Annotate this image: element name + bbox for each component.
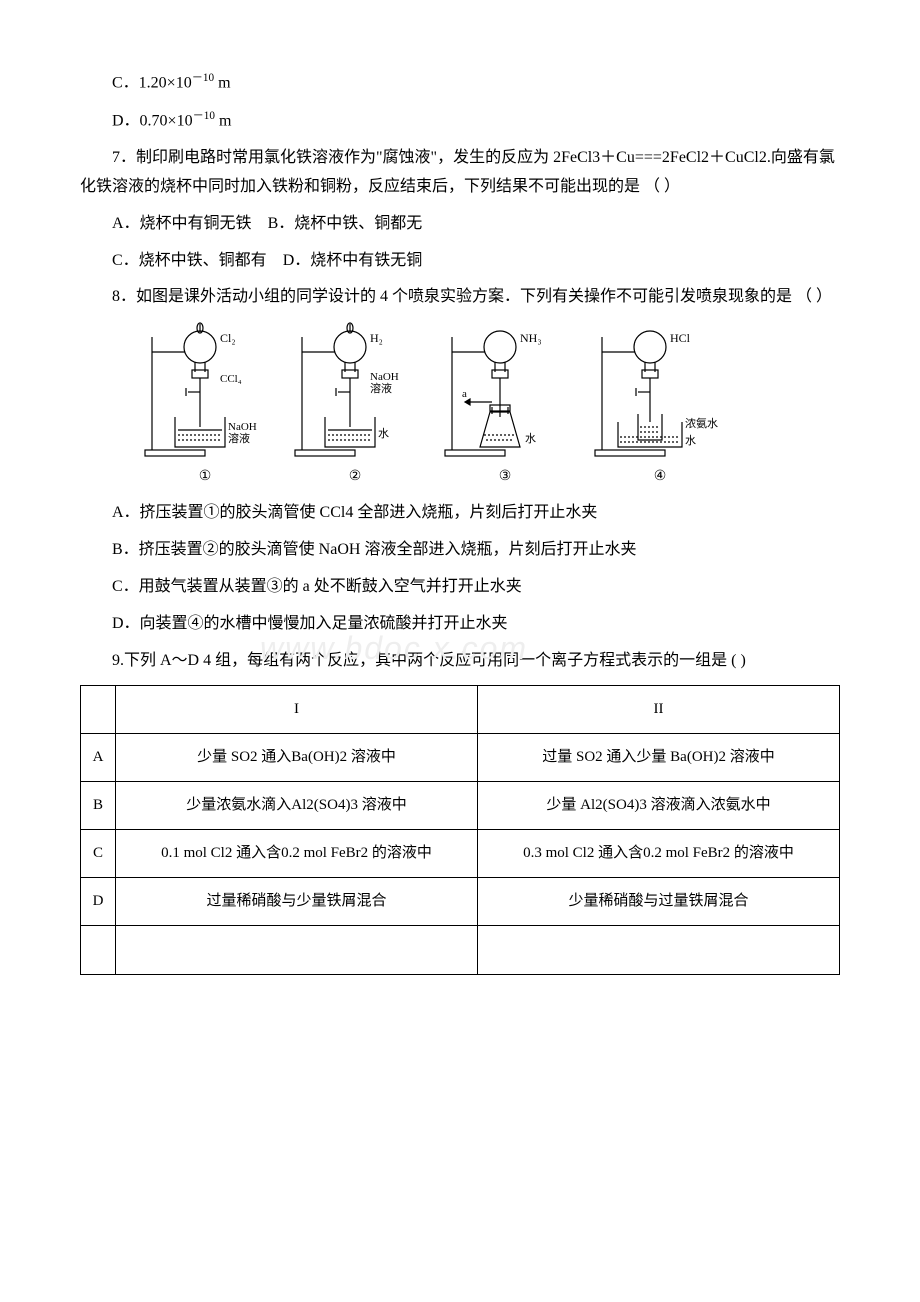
- q9-stem: 9.下列 A～D 4 组，每组有两个反应，其中两个反应可用同一个离子方程式表示的…: [80, 647, 840, 676]
- header-i: I: [116, 686, 478, 734]
- basin-label-1a: NaOH: [228, 421, 257, 433]
- table-row: B 少量浓氨水滴入Al2(SO4)3 溶液中 少量 Al2(SO4)3 溶液滴入…: [81, 782, 840, 830]
- q8-option-d: D．向装置④的水槽中慢慢加入足量浓硫酸并打开止水夹: [80, 610, 840, 639]
- header-ii: II: [478, 686, 840, 734]
- basin-label-2: 水: [378, 427, 389, 440]
- row-label: D: [81, 878, 116, 926]
- q8-figure: Cl₂ CCl₄ NaOH 溶液 ①: [140, 322, 840, 489]
- table-row: [81, 926, 840, 975]
- gas-label-4: HCl: [670, 331, 691, 345]
- q6-option-c: C．1.20×10－10 m: [80, 68, 840, 98]
- apparatus-label-2: ②: [349, 464, 362, 489]
- row-label: C: [81, 830, 116, 878]
- table-header-row: I II: [81, 686, 840, 734]
- table-row: C 0.1 mol Cl2 通入含0.2 mol FeBr2 的溶液中 0.3 …: [81, 830, 840, 878]
- basin-label-3: 水: [525, 432, 536, 445]
- q8-option-a: A．挤压装置①的胶头滴管使 CCl4 全部进入烧瓶，片刻后打开止水夹: [80, 499, 840, 528]
- a-label: a: [462, 388, 467, 400]
- apparatus-3: NH₃ a 水 ③: [440, 322, 570, 489]
- q7-stem: 7．制印刷电路时常用氯化铁溶液作为"腐蚀液"，发生的反应为 2FeCl3＋Cu=…: [80, 144, 840, 202]
- header-blank: [81, 686, 116, 734]
- cell: [116, 926, 478, 975]
- cell: 0.3 mol Cl2 通入含0.2 mol FeBr2 的溶液中: [478, 830, 840, 878]
- cell: 过量 SO2 通入少量 Ba(OH)2 溶液中: [478, 734, 840, 782]
- table-row: D 过量稀硝酸与少量铁屑混合 少量稀硝酸与过量铁屑混合: [81, 878, 840, 926]
- dropper-label-2a: NaOH: [370, 371, 399, 383]
- q8-stem: 8．如图是课外活动小组的同学设计的 4 个喷泉实验方案．下列有关操作不可能引发喷…: [80, 283, 840, 312]
- apparatus-label-3: ③: [499, 464, 512, 489]
- cell: 0.1 mol Cl2 通入含0.2 mol FeBr2 的溶液中: [116, 830, 478, 878]
- q7-option-ab: A．烧杯中有铜无铁 B．烧杯中铁、铜都无: [80, 210, 840, 239]
- row-label: A: [81, 734, 116, 782]
- apparatus-1: Cl₂ CCl₄ NaOH 溶液 ①: [140, 322, 270, 489]
- apparatus-2: H₂ NaOH 溶液 水 ②: [290, 322, 420, 489]
- dropper-label-1: CCl₄: [220, 373, 242, 385]
- apparatus-label-1: ①: [199, 464, 212, 489]
- cell: 过量稀硝酸与少量铁屑混合: [116, 878, 478, 926]
- apparatus-4: HCl 浓氨水 水 ④: [590, 322, 730, 489]
- cell: [478, 926, 840, 975]
- basin-label-4b: 水: [685, 434, 696, 447]
- q8-option-c: C．用鼓气装置从装置③的 a 处不断鼓入空气并打开止水夹: [80, 573, 840, 602]
- dropper-label-2b: 溶液: [370, 381, 392, 395]
- cell: 少量 SO2 通入Ba(OH)2 溶液中: [116, 734, 478, 782]
- row-label: [81, 926, 116, 975]
- q7-option-cd: C．烧杯中铁、铜都有 D．烧杯中有铁无铜: [80, 247, 840, 276]
- q9-table: I II A 少量 SO2 通入Ba(OH)2 溶液中 过量 SO2 通入少量 …: [80, 685, 840, 975]
- cell: 少量 Al2(SO4)3 溶液滴入浓氨水中: [478, 782, 840, 830]
- gas-label-1: Cl₂: [220, 331, 236, 345]
- apparatus-label-4: ④: [654, 464, 667, 489]
- q6-option-d: D．0.70×10－10 m: [80, 106, 840, 136]
- basin-label-4a: 浓氨水: [685, 417, 718, 430]
- q8-option-b: B．挤压装置②的胶头滴管使 NaOH 溶液全部进入烧瓶，片刻后打开止水夹: [80, 536, 840, 565]
- cell: 少量浓氨水滴入Al2(SO4)3 溶液中: [116, 782, 478, 830]
- basin-label-1b: 溶液: [228, 431, 250, 445]
- gas-label-2: H₂: [370, 331, 383, 345]
- gas-label-3: NH₃: [520, 331, 542, 345]
- cell: 少量稀硝酸与过量铁屑混合: [478, 878, 840, 926]
- row-label: B: [81, 782, 116, 830]
- table-row: A 少量 SO2 通入Ba(OH)2 溶液中 过量 SO2 通入少量 Ba(OH…: [81, 734, 840, 782]
